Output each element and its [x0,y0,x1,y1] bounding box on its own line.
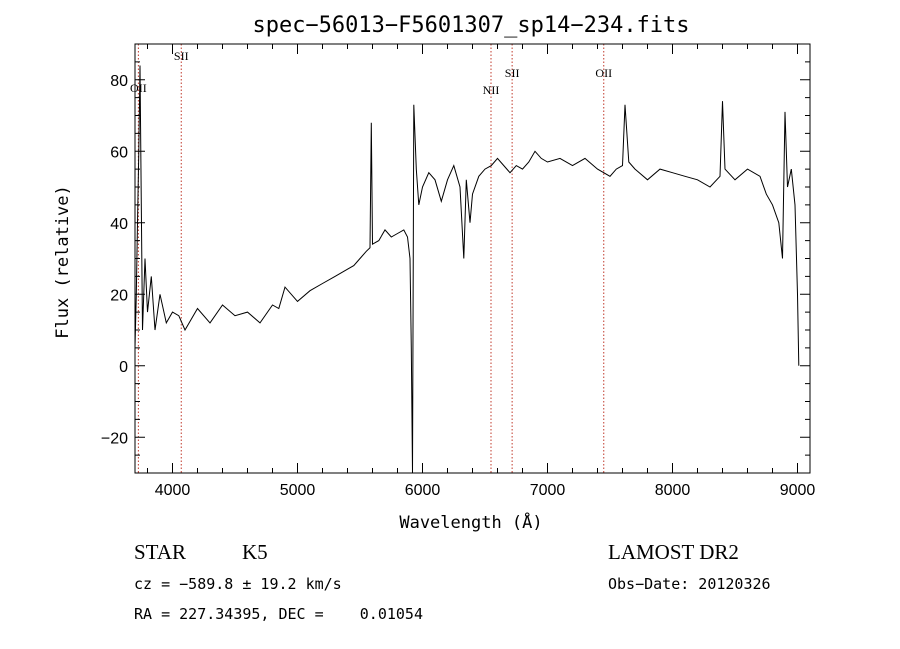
x-tick-label: 7000 [530,482,566,499]
object-subclass: K5 [242,540,268,564]
x-tick-label: 9000 [780,482,816,499]
x-axis-label: Wavelength (Å) [399,511,542,533]
y-tick-label: 60 [110,144,128,161]
x-tick-label: 6000 [405,482,441,499]
line-label: SII [505,66,520,80]
observation-date: Obs−Date: 20120326 [608,575,771,593]
survey-name: LAMOST DR2 [608,540,739,564]
x-tick-label: 4000 [155,482,191,499]
y-tick-label: 0 [119,359,128,376]
ra-dec: RA = 227.34395, DEC = 0.01054 [134,605,423,623]
x-tick-label: 5000 [280,482,316,499]
redshift-cz: cz = −589.8 ± 19.2 km/s [134,575,342,593]
y-axis-label: Flux (relative) [53,185,73,339]
line-label: NII [483,83,500,97]
line-label: OII [595,66,612,80]
line-label: OII [130,81,147,95]
line-label: SII [174,49,189,63]
y-tick-label: −20 [101,430,128,447]
y-tick-label: 40 [110,216,128,233]
x-tick-label: 8000 [655,482,691,499]
x-axis: 4000 5000 6000 7000 8000 9000 [147,44,816,499]
object-class: STAR [134,540,186,564]
y-axis: −20 0 20 40 60 80 [101,61,810,456]
spectral-line-markers: OII SII NII SII OII [130,44,612,473]
plot-frame [134,43,811,474]
spectrum-line [134,65,800,474]
chart-title: spec−56013−F5601307_sp14−234.fits [252,13,689,38]
y-tick-label: 80 [110,73,128,90]
y-tick-label: 20 [110,287,128,304]
